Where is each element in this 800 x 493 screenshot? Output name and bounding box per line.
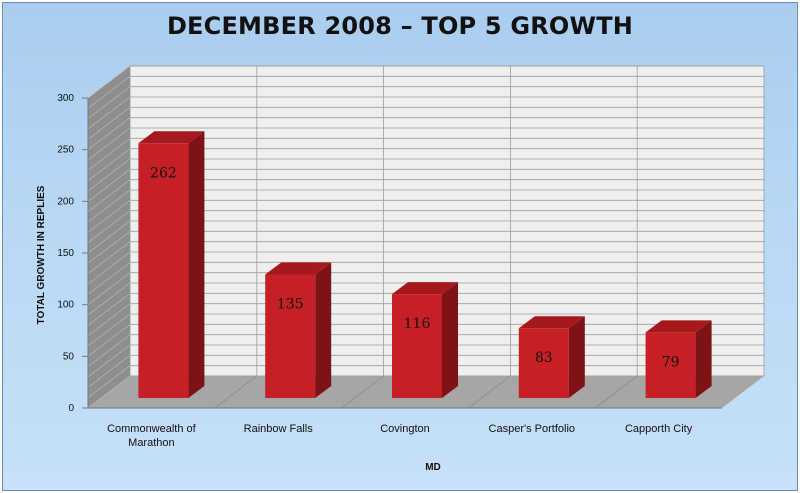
y-tick-label: 150 (57, 248, 74, 259)
bars (138, 131, 712, 398)
bar-top (392, 282, 458, 295)
gridline-side (87, 189, 131, 223)
gridline-side (87, 65, 131, 99)
gridline-side (87, 272, 131, 305)
gridline-side (87, 251, 131, 285)
gridline-side (87, 355, 131, 388)
bar (265, 274, 316, 398)
bar-side (568, 316, 585, 398)
bar-top (138, 131, 205, 144)
gridline-side (87, 334, 131, 367)
gridline-side (87, 262, 131, 295)
gridline-side (87, 282, 131, 316)
x-axis-title: MD (425, 462, 441, 473)
gridline-side (87, 220, 131, 254)
gridline-side (87, 303, 131, 336)
gridline-side (87, 293, 131, 326)
category-label: Commonwealth of Marathon (107, 423, 197, 449)
gridline-side (87, 241, 131, 274)
gridline-side (87, 344, 131, 378)
y-tick-label: 200 (57, 196, 74, 207)
floor-divider (594, 375, 638, 409)
bar (645, 332, 696, 398)
bar (518, 328, 569, 398)
bar-top (645, 320, 712, 333)
category-label-line: Casper's Portfolio (489, 423, 575, 435)
y-tick-label: 100 (57, 300, 74, 311)
data-label: 262 (150, 165, 177, 181)
category-label: Covington (380, 423, 430, 435)
data-label: 83 (535, 350, 553, 366)
bar (392, 294, 442, 398)
category-label: Casper's Portfolio (489, 423, 575, 435)
y-tick-label: 0 (68, 403, 74, 414)
bar (138, 143, 189, 398)
data-label: 79 (662, 354, 680, 370)
data-label: 116 (404, 316, 431, 332)
gridline-side (87, 76, 131, 109)
gridline-side (87, 200, 131, 233)
category-label: Rainbow Falls (244, 423, 314, 435)
category-label-line: Capporth City (625, 423, 693, 435)
y-axis-title: TOTAL GROWTH IN REPLIES (36, 185, 47, 324)
category-label-line: Marathon (128, 437, 174, 449)
bar-side (442, 282, 458, 398)
labels: 0 50 100 150 200 250 300 262 Commonwealth of Mara… (36, 93, 693, 473)
gridline-side (87, 138, 131, 171)
data-label: 135 (277, 297, 304, 313)
gridline-side (87, 86, 131, 119)
bar-side (315, 262, 332, 398)
gridline-side (87, 231, 131, 264)
y-tick-label: 300 (57, 93, 74, 104)
category-label: Capporth City (625, 423, 693, 435)
chart-title: DECEMBER 2008 – TOP 5 GROWTH (166, 12, 634, 40)
gridline-side (87, 169, 131, 202)
bar-side (188, 131, 205, 398)
gridline-side (87, 375, 131, 409)
floor-divider (341, 375, 384, 409)
y-tick-label: 250 (57, 145, 74, 156)
bar-top (265, 262, 332, 275)
gridline-side (87, 365, 131, 398)
gridline-side (87, 117, 131, 150)
gridline-side (87, 96, 131, 130)
gridline-side (87, 107, 131, 140)
gridline-side (87, 179, 131, 212)
category-label-line: Commonwealth of (107, 423, 197, 435)
floor-divider (468, 375, 511, 409)
gridline-side (87, 148, 131, 181)
bar-side (695, 320, 712, 398)
floor-divider (214, 375, 258, 409)
y-tick-label: 50 (63, 351, 75, 362)
gridline-side (87, 210, 131, 243)
gridline-side (87, 158, 131, 192)
category-label-line: Covington (380, 423, 430, 435)
gridline-side (87, 313, 131, 347)
gridline-side (87, 324, 131, 357)
bar-top (518, 316, 585, 329)
gridline-side (87, 127, 131, 161)
category-label-line: Rainbow Falls (244, 423, 314, 435)
